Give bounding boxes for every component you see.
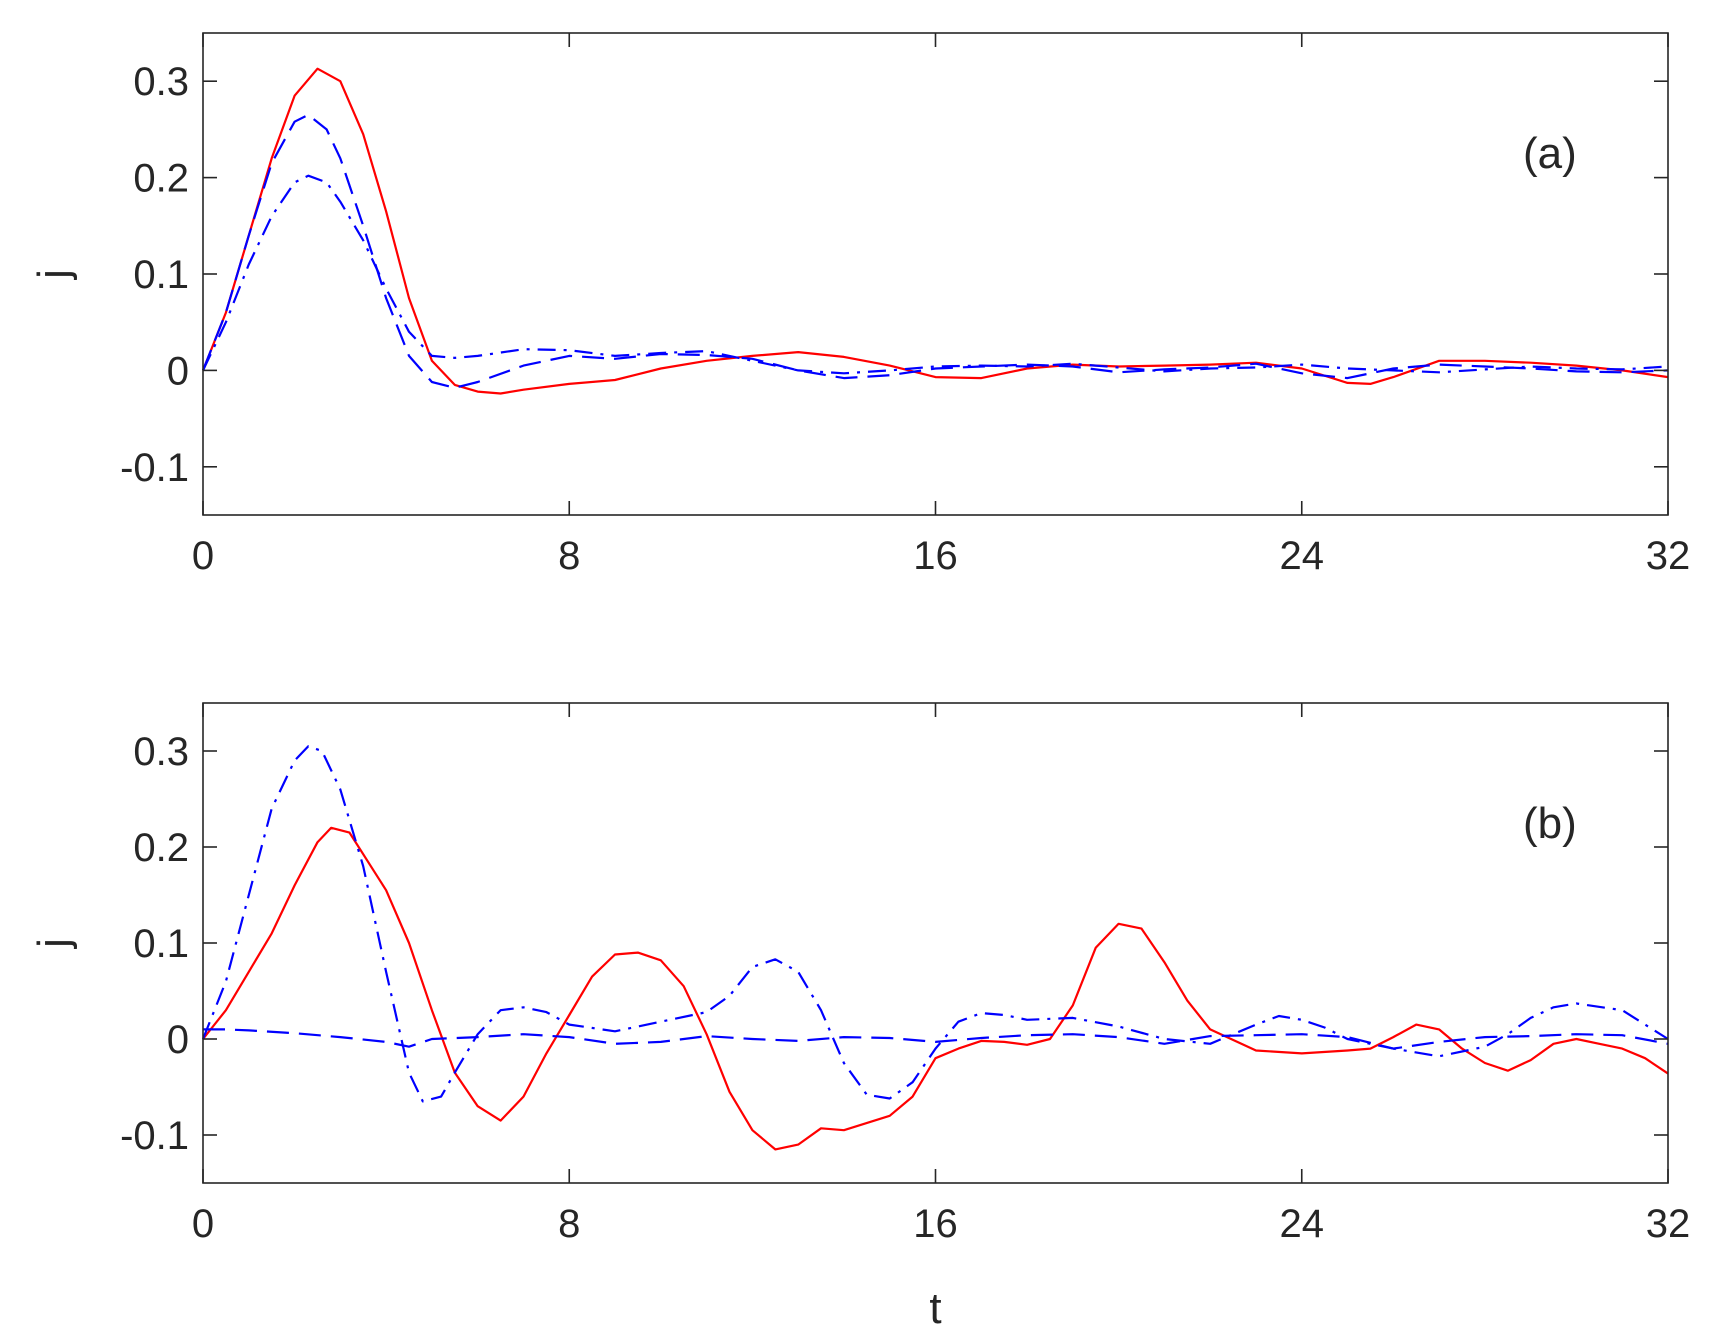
panel-b-x-tick-label: 16 bbox=[913, 1202, 958, 1246]
panel-b-series-solid-line bbox=[202, 826, 1669, 1151]
panel-b-x-axis-label: t bbox=[929, 1284, 941, 1333]
panel-a-ticks: 0 8 16 24 32-0.100.10.20.3 bbox=[120, 33, 1690, 578]
panel-a-x-tick-label: 8 bbox=[558, 534, 580, 578]
panel-b-y-tick-label: 0 bbox=[167, 1018, 189, 1062]
panel-a-y-tick-label: 0.1 bbox=[133, 253, 189, 297]
panel-b-y-tick-label: -0.1 bbox=[120, 1114, 189, 1158]
panel-b-x-tick-label: 32 bbox=[1646, 1202, 1691, 1246]
panel-b-series-dashdot-line bbox=[201, 745, 1669, 1103]
panel-b-series bbox=[201, 745, 1669, 1151]
panel-a-x-tick-label: 24 bbox=[1280, 534, 1325, 578]
panel-b-ticks: 0 8 16 24 32-0.100.10.20.3 bbox=[120, 703, 1690, 1246]
panel-a-x-tick-label: 0 bbox=[192, 534, 214, 578]
panel-a-series-solid-line bbox=[201, 67, 1669, 395]
panel-a-series bbox=[201, 67, 1669, 395]
panel-a: 0 8 16 24 32-0.100.10.20.3 (a) j bbox=[29, 32, 1690, 578]
panel-a-y-axis-label: j bbox=[29, 269, 78, 281]
panel-b-y-axis-label: j bbox=[29, 938, 78, 950]
panel-b-x-tick-label: 24 bbox=[1280, 1202, 1325, 1246]
panel-b-y-tick-label: 0.1 bbox=[133, 922, 189, 966]
panel-b-x-tick-label: 0 bbox=[192, 1202, 214, 1246]
panel-a-x-tick-label: 32 bbox=[1646, 534, 1691, 578]
panel-b-x-tick-label: 8 bbox=[558, 1202, 580, 1246]
panel-a-label: (a) bbox=[1523, 129, 1577, 178]
panel-a-y-tick-label: -0.1 bbox=[120, 446, 189, 490]
panel-a-y-tick-label: 0 bbox=[167, 349, 189, 393]
panel-b-y-tick-label: 0.2 bbox=[133, 826, 189, 870]
panel-b-series-dashed-line bbox=[203, 1028, 1669, 1050]
panel-a-series-dashdot-line bbox=[202, 174, 1669, 375]
panel-a-y-tick-label: 0.3 bbox=[133, 60, 189, 104]
panel-b-label: (b) bbox=[1523, 799, 1577, 848]
panel-a-y-tick-label: 0.2 bbox=[133, 157, 189, 201]
panel-b-y-tick-label: 0.3 bbox=[133, 730, 189, 774]
panel-a-x-tick-label: 16 bbox=[913, 534, 958, 578]
panel-b: 0 8 16 24 32-0.100.10.20.3 (b) j t bbox=[29, 702, 1690, 1333]
